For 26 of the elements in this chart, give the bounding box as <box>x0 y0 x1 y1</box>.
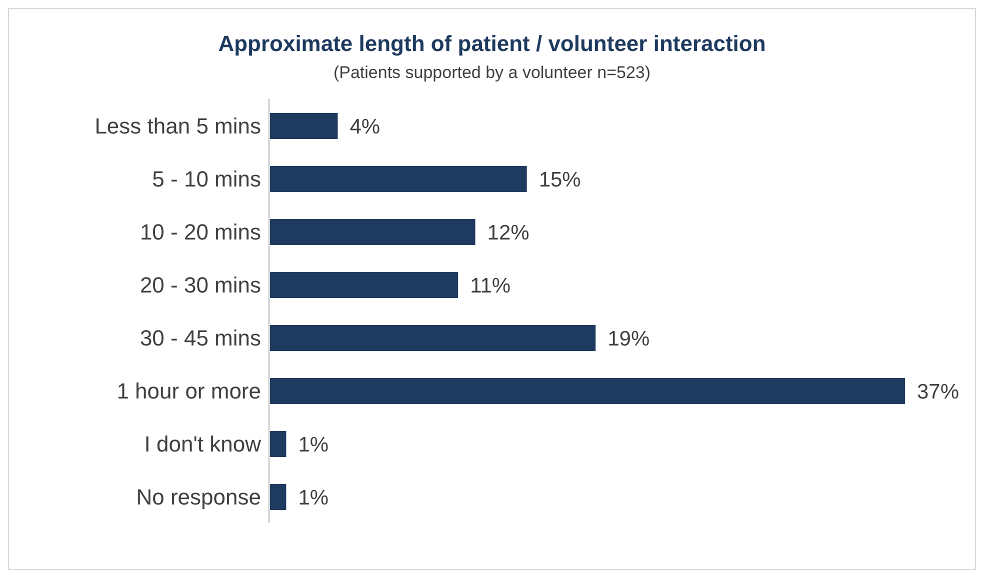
data-label: 11% <box>470 274 511 298</box>
data-label: 37% <box>917 380 960 404</box>
y-tick-label: 10 - 20 mins <box>140 219 261 244</box>
bar <box>269 272 458 298</box>
bar <box>269 166 527 192</box>
y-tick-label: 1 hour or more <box>116 378 261 404</box>
bar <box>269 431 286 457</box>
y-tick-label: Less than 5 mins <box>94 113 261 138</box>
chart-subtitle: (Patients supported by a volunteer n=523) <box>332 63 652 83</box>
y-tick-label: 30 - 45 mins <box>140 325 261 350</box>
y-tick-label: No response <box>136 484 261 510</box>
y-tick-label: 20 - 30 mins <box>140 272 261 298</box>
bar <box>269 113 338 139</box>
data-label: 12% <box>487 221 530 244</box>
y-tick-label: 5 - 10 mins <box>152 166 261 192</box>
bar <box>269 378 905 404</box>
bar <box>269 325 596 351</box>
data-label: 15% <box>538 168 581 192</box>
data-label: 1% <box>298 433 329 456</box>
y-tick-label: I don't know <box>144 431 262 456</box>
chart-title: Approximate length of patient / volunteer interaction <box>217 31 767 57</box>
data-label: 4% <box>350 115 380 138</box>
data-label: 1% <box>298 486 329 510</box>
bar <box>269 484 286 510</box>
data-label: 19% <box>608 327 650 350</box>
bar <box>269 219 476 245</box>
